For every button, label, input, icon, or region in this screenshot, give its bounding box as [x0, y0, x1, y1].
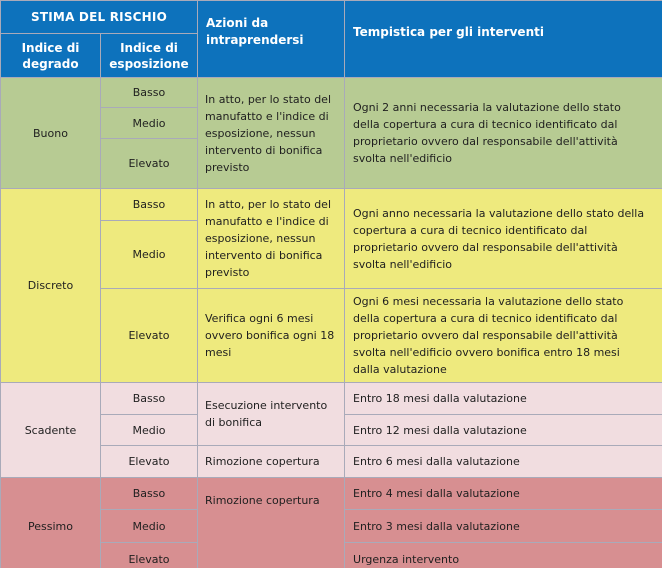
tempistica-pessimo-medio: Entro 3 mesi dalla valutazione	[344, 509, 662, 543]
azioni-pessimo: Rimozione copertura	[197, 477, 346, 568]
header-azioni-da-intraprendersi: Azioni da intraprendersi	[197, 0, 346, 78]
exposure-pessimo-medio: Medio	[99, 509, 199, 543]
header-stima-del-rischio: STIMA DEL RISCHIO	[0, 0, 199, 34]
group-label-buono: Buono	[0, 77, 101, 189]
azioni-scadente-elevato: Rimozione copertura	[197, 445, 346, 478]
tempistica-discreto-basso-medio: Ogni anno necessaria la valutazione dell…	[344, 188, 662, 289]
table-header: STIMA DEL RISCHIO Azioni da intraprender…	[0, 0, 662, 78]
exposure-discreto-medio: Medio	[99, 220, 199, 289]
exposure-scadente-basso: Basso	[99, 382, 199, 415]
exposure-pessimo-elevato: Elevato	[99, 542, 199, 568]
header-tempistica-interventi: Tempistica per gli interventi	[344, 0, 662, 78]
exposure-discreto-elevato: Elevato	[99, 288, 199, 383]
group-label-discreto: Discreto	[0, 188, 101, 383]
exposure-buono-basso: Basso	[99, 77, 199, 108]
group-discreto: Discreto Basso In atto, per lo stato del…	[0, 188, 662, 383]
azioni-discreto-basso-medio: In atto, per lo stato del manufatto e l'…	[197, 188, 346, 289]
exposure-buono-medio: Medio	[99, 107, 199, 139]
group-scadente: Scadente Basso Esecuzione intervento di …	[0, 382, 662, 478]
tempistica-pessimo-elevato: Urgenza intervento	[344, 542, 662, 568]
tempistica-buono: Ogni 2 anni necessaria la valutazione de…	[344, 77, 662, 189]
group-pessimo: Pessimo Basso Rimozione copertura Entro …	[0, 477, 662, 568]
exposure-discreto-basso: Basso	[99, 188, 199, 221]
azioni-scadente-basso-medio: Esecuzione intervento di bonifica	[197, 382, 346, 446]
tempistica-discreto-elevato: Ogni 6 mesi necessaria la valutazione de…	[344, 288, 662, 383]
azioni-discreto-elevato: Verifica ogni 6 mesi ovvero bonifica ogn…	[197, 288, 346, 383]
exposure-scadente-elevato: Elevato	[99, 445, 199, 478]
group-buono: Buono Basso In atto, per lo stato del ma…	[0, 77, 662, 189]
header-indice-di-esposizione: Indice di esposizione	[99, 33, 199, 78]
exposure-buono-elevato: Elevato	[99, 138, 199, 189]
tempistica-scadente-elevato: Entro 6 mesi dalla valutazione	[344, 445, 662, 478]
tempistica-scadente-basso: Entro 18 mesi dalla valutazione	[344, 382, 662, 415]
group-label-scadente: Scadente	[0, 382, 101, 478]
tempistica-pessimo-basso: Entro 4 mesi dalla valutazione	[344, 477, 662, 510]
exposure-scadente-medio: Medio	[99, 414, 199, 446]
azioni-buono: In atto, per lo stato del manufatto e l'…	[197, 77, 346, 189]
tempistica-scadente-medio: Entro 12 mesi dalla valutazione	[344, 414, 662, 446]
exposure-pessimo-basso: Basso	[99, 477, 199, 510]
group-label-pessimo: Pessimo	[0, 477, 101, 568]
header-indice-di-degrado: Indice di degrado	[0, 33, 101, 78]
